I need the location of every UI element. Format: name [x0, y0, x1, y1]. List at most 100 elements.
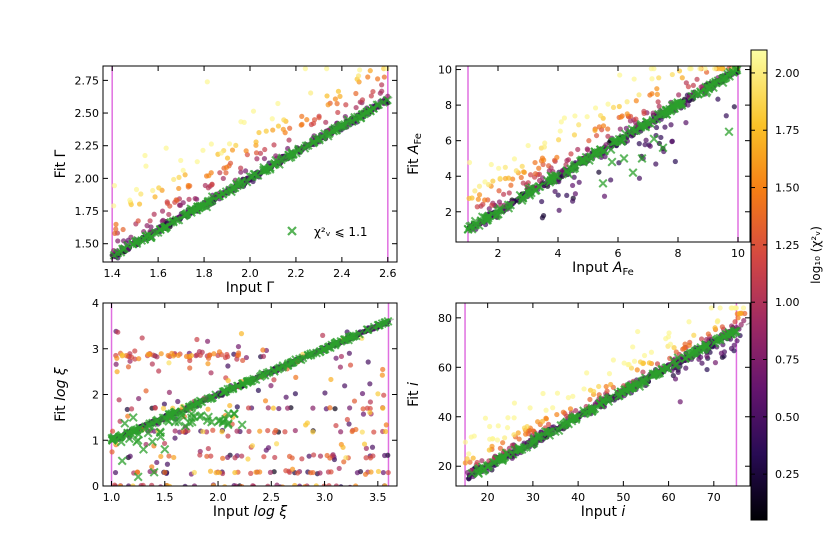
scatter-point	[647, 143, 653, 149]
scatter-point	[466, 195, 472, 201]
scatter-point	[672, 158, 678, 165]
scatter-point	[271, 377, 277, 383]
scatter-point	[691, 332, 697, 338]
marker-stroke	[336, 121, 346, 131]
scatter-point	[127, 358, 133, 364]
scatter-point	[511, 156, 518, 162]
marker-stroke	[600, 146, 610, 156]
scatter-point	[502, 164, 508, 170]
good-fit-marker	[223, 420, 233, 430]
scatter-point	[520, 169, 527, 175]
scatter-point	[565, 157, 572, 163]
scatter-point	[686, 342, 692, 348]
scatter-point	[585, 147, 591, 153]
scatter-point	[496, 165, 502, 171]
scatter-point	[367, 68, 373, 74]
scatter-point	[506, 175, 512, 181]
scatter-point	[239, 484, 245, 486]
scatter-point	[324, 93, 330, 99]
good-fit-marker	[320, 344, 330, 354]
scatter-point	[653, 161, 659, 167]
scatter-point	[254, 156, 260, 162]
scatter-point	[511, 400, 518, 406]
colorbar-gradient	[751, 50, 767, 520]
marker-stroke	[701, 342, 711, 352]
scatter-point	[167, 203, 173, 209]
scatter-point	[226, 141, 233, 147]
scatter-point	[324, 66, 330, 72]
scatter-point	[592, 105, 599, 111]
scatter-point	[636, 175, 643, 181]
marker-stroke	[107, 436, 117, 446]
scatter-point	[187, 365, 193, 371]
scatter-point	[381, 74, 387, 80]
scatter-point	[299, 121, 305, 127]
good-fit-marker	[503, 200, 513, 210]
scatter-point	[250, 108, 257, 114]
scatter-point	[541, 157, 547, 163]
good-fit-marker	[295, 354, 305, 364]
scatter-point	[697, 66, 703, 72]
scatter-point	[654, 91, 660, 97]
marker-stroke	[628, 168, 638, 178]
scatter-point	[170, 353, 176, 359]
good-fit-marker	[124, 434, 134, 444]
good-fit-marker	[365, 105, 375, 115]
scatter-point	[253, 139, 259, 145]
scatter-point	[608, 381, 614, 388]
scatter-point	[383, 428, 389, 435]
good-fit-marker	[707, 81, 717, 91]
scatter-point	[554, 390, 561, 396]
good-fit-marker	[180, 210, 190, 220]
y-tick-label: 2.75	[75, 74, 100, 87]
marker-stroke	[575, 156, 585, 166]
scatter-point	[311, 452, 317, 458]
scatter-point	[561, 115, 568, 121]
scatter-point	[665, 334, 672, 340]
scatter-point	[510, 176, 516, 182]
marker-stroke	[330, 123, 340, 133]
scatter-point	[132, 348, 138, 354]
scatter-point	[340, 444, 346, 450]
scatter-point	[576, 122, 582, 128]
scatter-point	[361, 441, 368, 447]
good-fit-marker	[618, 388, 628, 398]
scatter-point	[485, 182, 492, 188]
marker-stroke	[673, 353, 683, 363]
scatter-point	[143, 388, 149, 394]
scatter-point	[370, 88, 376, 95]
scatter-point	[204, 338, 211, 344]
scatter-point	[520, 180, 526, 186]
scatter-point	[261, 155, 268, 162]
marker-stroke	[484, 460, 494, 470]
good-fit-marker	[146, 233, 156, 243]
scatter-point	[540, 390, 546, 397]
scatter-point	[573, 407, 579, 414]
scatter-point	[522, 431, 529, 437]
good-fit-marker	[649, 134, 659, 144]
scatter-point	[238, 331, 245, 337]
scatter-point	[116, 397, 122, 403]
marker-stroke	[474, 469, 484, 479]
good-fit-marker	[579, 406, 589, 416]
marker-stroke	[620, 129, 630, 139]
y-axis-label: Fit i	[406, 382, 422, 407]
marker-stroke	[123, 240, 133, 250]
good-fit-marker	[132, 437, 142, 447]
scatter-point	[677, 399, 683, 405]
scatter-point	[513, 168, 519, 174]
scatter-point	[525, 180, 531, 186]
scatter-point	[741, 318, 747, 324]
scatter-point	[328, 469, 334, 475]
marker-stroke	[344, 332, 354, 342]
good-fit-marker	[286, 358, 296, 368]
marker-stroke	[640, 377, 650, 387]
good-fit-marker	[515, 190, 525, 200]
scatter-point	[223, 164, 230, 171]
marker-stroke	[221, 187, 231, 197]
marker-stroke	[483, 213, 493, 223]
y-tick-label: 4	[445, 170, 452, 183]
scatter-point	[504, 425, 511, 431]
